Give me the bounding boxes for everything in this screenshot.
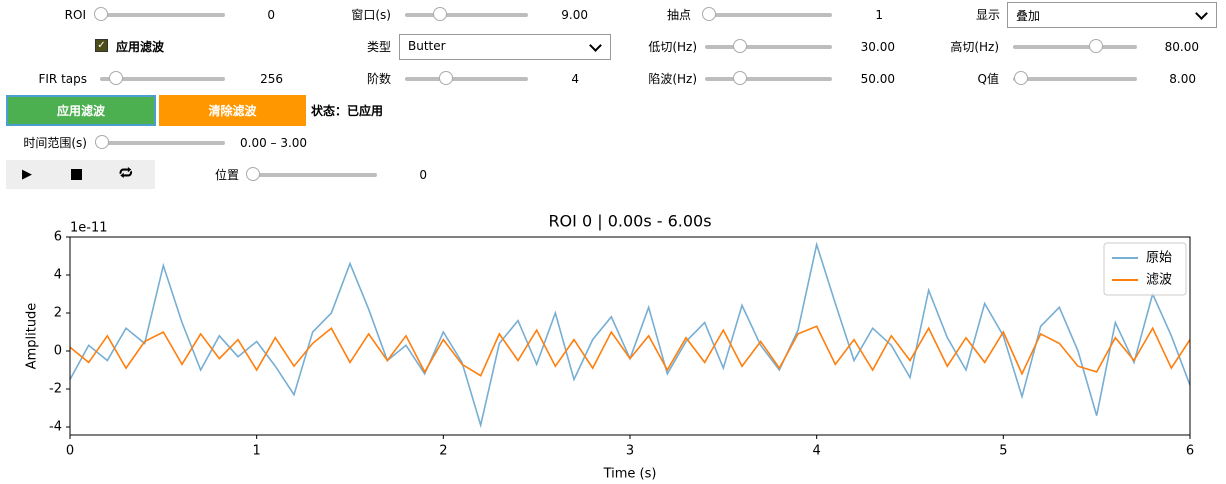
label: 陷波(Hz) bbox=[648, 72, 697, 86]
slider[interactable] bbox=[705, 39, 832, 53]
clear-button[interactable]: 清除滤波 bbox=[159, 95, 306, 126]
x-tick-label: 3 bbox=[626, 444, 634, 459]
value: 0 bbox=[419, 168, 427, 182]
plot-area bbox=[70, 241, 1190, 429]
y-tick-label: 4 bbox=[54, 268, 62, 283]
value: 0 bbox=[267, 8, 275, 22]
label: FIR taps bbox=[38, 72, 87, 86]
dropdown-value: Butter bbox=[408, 39, 446, 53]
label: Q值 bbox=[977, 72, 999, 86]
play-button[interactable]: ▶ bbox=[22, 167, 32, 182]
checkbox[interactable]: ✓ bbox=[95, 39, 108, 52]
slider-knob[interactable] bbox=[109, 71, 123, 85]
x-axis-label: Time (s) bbox=[603, 467, 657, 482]
y-tick-label: -4 bbox=[49, 420, 62, 435]
dropdown[interactable]: 叠加 bbox=[1007, 2, 1217, 28]
y-tick-label: 2 bbox=[54, 306, 62, 321]
slider[interactable] bbox=[1013, 71, 1137, 85]
chart: ROI 0 | 0.00s - 6.00s 1e-11 Time (s) Amp… bbox=[25, 212, 1195, 482]
x-tick-label: 6 bbox=[1186, 444, 1194, 459]
chart-title: ROI 0 | 0.00s - 6.00s bbox=[548, 212, 711, 231]
label: 抽点 bbox=[666, 8, 691, 22]
apply-button[interactable]: 应用滤波 bbox=[6, 95, 156, 126]
slider-knob[interactable] bbox=[94, 7, 108, 21]
slider[interactable] bbox=[246, 167, 377, 181]
slider-knob[interactable] bbox=[246, 167, 260, 181]
y-tick-label: 0 bbox=[54, 344, 62, 359]
series-line bbox=[70, 325, 1190, 377]
x-tick-label: 1 bbox=[253, 444, 261, 459]
axes-frame bbox=[69, 236, 1191, 436]
range-slider[interactable] bbox=[95, 135, 225, 149]
label: 高切(Hz) bbox=[950, 40, 999, 54]
slider[interactable] bbox=[705, 71, 832, 85]
slider[interactable] bbox=[405, 71, 528, 85]
x-tick-label: 4 bbox=[813, 444, 821, 459]
slider[interactable] bbox=[100, 71, 225, 85]
slider-knob[interactable] bbox=[439, 71, 453, 85]
slider-knob[interactable] bbox=[733, 71, 747, 85]
label: 位置 bbox=[214, 168, 239, 182]
slider[interactable] bbox=[94, 7, 225, 21]
slider-knob[interactable] bbox=[733, 39, 747, 53]
label: 低切(Hz) bbox=[648, 40, 697, 54]
label: 阶数 bbox=[366, 72, 391, 86]
y-axis-label: Amplitude bbox=[25, 303, 40, 370]
legend-label: 原始 bbox=[1146, 251, 1172, 266]
slider[interactable] bbox=[702, 7, 832, 21]
value: 4 bbox=[571, 72, 579, 86]
stop-button[interactable] bbox=[71, 169, 82, 180]
value: 30.00 bbox=[860, 40, 895, 54]
status: 状态：已应用 bbox=[311, 104, 384, 118]
y-tick-label: 6 bbox=[54, 230, 62, 245]
slider-knob[interactable] bbox=[95, 135, 109, 149]
dropdown[interactable]: Butter bbox=[399, 34, 611, 60]
offset-text: 1e-11 bbox=[70, 221, 108, 236]
slider-knob[interactable] bbox=[702, 7, 716, 21]
label: 类型 bbox=[366, 40, 391, 54]
loop-button[interactable]: 🔁︎ bbox=[119, 166, 133, 182]
slider-knob[interactable] bbox=[1089, 39, 1103, 53]
value: 256 bbox=[260, 72, 283, 86]
value: 8.00 bbox=[1169, 72, 1196, 86]
series-line bbox=[70, 241, 1190, 429]
legend-box bbox=[1103, 242, 1187, 296]
dropdown-value: 叠加 bbox=[1016, 9, 1041, 23]
slider[interactable] bbox=[1013, 39, 1137, 53]
x-tick-label: 5 bbox=[999, 444, 1007, 459]
y-tick-label: -2 bbox=[49, 382, 62, 397]
x-tick-label: 0 bbox=[66, 444, 74, 459]
slider-knob[interactable] bbox=[1014, 71, 1028, 85]
label: 时间范围(s) bbox=[23, 136, 87, 150]
value: 50.00 bbox=[860, 72, 895, 86]
value: 80.00 bbox=[1164, 40, 1199, 54]
value: 9.00 bbox=[561, 8, 588, 22]
checkbox-label: 应用滤波 bbox=[116, 40, 165, 54]
value: 1 bbox=[875, 8, 883, 22]
legend-label: 滤波 bbox=[1146, 273, 1172, 288]
x-tick-label: 2 bbox=[439, 444, 447, 459]
slider[interactable] bbox=[405, 7, 528, 21]
label: 显示 bbox=[975, 8, 1000, 22]
slider-knob[interactable] bbox=[433, 7, 447, 21]
label: 窗口(s) bbox=[351, 8, 391, 22]
label: ROI bbox=[64, 8, 86, 22]
value: 0.00 – 3.00 bbox=[240, 136, 308, 150]
